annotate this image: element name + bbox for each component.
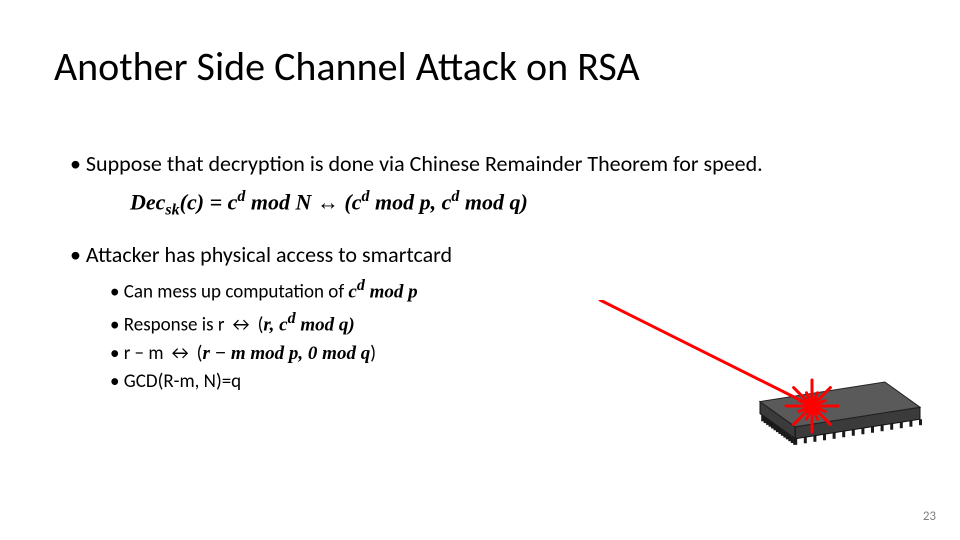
bullet-crt: • Suppose that decryption is done via Ch… [70, 150, 890, 178]
page-number: 23 [923, 509, 936, 524]
formula-modq: mod q) [459, 189, 527, 214]
bullet-attacker: • Attacker has physical access to smartc… [70, 241, 890, 268]
formula-sk: sk [165, 201, 179, 218]
formula-modn: mod N ↔ (c [245, 189, 361, 214]
sub-bullet-4: • GCD(R-m, N)=q [110, 368, 890, 397]
sub-bullet-3: • r − m ↔ (r − m mod p, 0 mod q) [110, 340, 890, 369]
sub-bullet-1: • Can mess up computation of cd mod p [110, 274, 890, 307]
formula-dec: Dec [130, 189, 165, 214]
formula-c: (c) = c [180, 189, 238, 214]
formula-modp: mod p, c [369, 189, 451, 214]
sub-bullet-list: • Can mess up computation of cd mod p • … [110, 274, 890, 397]
slide-body: • Suppose that decryption is done via Ch… [70, 150, 890, 397]
sub-bullet-2: • Response is r ↔ (r, cd mod q) [110, 307, 890, 340]
slide-title: Another Side Channel Attack on RSA [54, 42, 640, 91]
crt-formula: Decsk(c) = cd mod N ↔ (cd mod p, cd mod … [130, 188, 890, 220]
